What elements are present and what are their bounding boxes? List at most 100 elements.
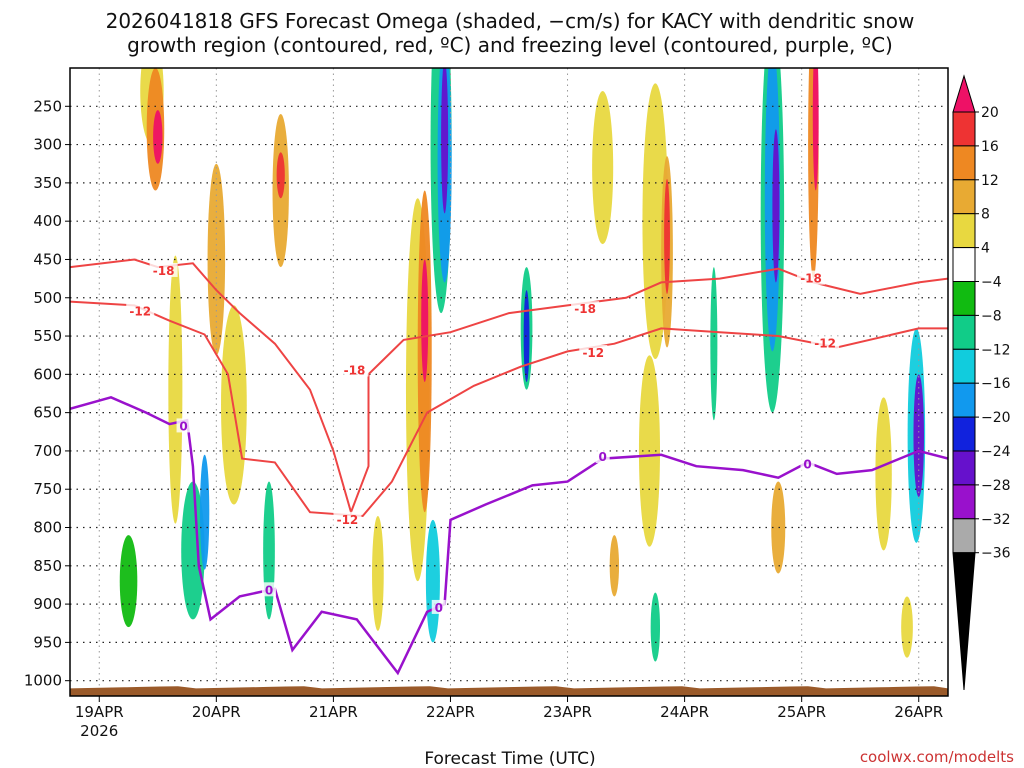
colorbar-segment-1 (952, 111, 976, 147)
red-contour--12 (70, 300, 948, 518)
omega-blob-13 (609, 535, 620, 597)
colorbar-segment-4 (952, 213, 976, 249)
chart-title-line-2: growth region (contoured, red, ºC) and f… (127, 33, 893, 57)
freezing-level-label: 0 (265, 583, 273, 597)
colorbar: 20 16 12 8 4 −4 −8 −12 −16 −20 −24 −28 −32 −36 (952, 74, 1011, 691)
x-tick-label-24APR: 24APR (660, 703, 709, 721)
contour-layer: -18 -18 -18 -18 -12 -12 -12 -12 0 0 0 0 0 (70, 258, 948, 676)
red-contour-label-bg (333, 511, 362, 526)
colorbar-segment-3 (952, 179, 976, 215)
colorbar-label-9: −20 (981, 410, 1011, 426)
colorbar-segment-8 (952, 348, 976, 384)
omega-blob-5 (119, 535, 138, 628)
colorbar-bottom-triangle (952, 552, 976, 691)
freezing-label-bg (800, 456, 815, 471)
red-contour-label: -18 (344, 364, 366, 378)
omega-blob-7 (372, 516, 384, 631)
omega-blob-39 (772, 129, 780, 283)
red-contour-label-bg (579, 344, 608, 359)
y-tick-label-800: 800 (33, 519, 62, 537)
colorbar-label-1: 16 (981, 139, 999, 155)
chart-title-line-1: 2026041818 GFS Forecast Omega (shaded, −… (106, 9, 915, 33)
red-contour-label-bg (797, 270, 826, 285)
freezing-level-contour (70, 395, 948, 676)
freezing-level-label: 0 (803, 458, 811, 472)
y-tick-label-550: 550 (33, 327, 62, 345)
omega-blob-22 (710, 267, 718, 421)
red-contour-label-bg (811, 335, 840, 350)
omega-blob-29 (276, 152, 285, 199)
y-tick-label-500: 500 (33, 289, 62, 307)
colorbar-segment-9 (952, 382, 976, 418)
y-tick-label-1000: 1000 (24, 672, 62, 690)
omega-blob-11 (181, 481, 205, 620)
red-contour-label: -12 (582, 346, 604, 360)
x-tick-year: 2026 (80, 722, 118, 740)
colorbar-segment-11 (952, 450, 976, 486)
omega-blob-10 (901, 596, 913, 658)
red-contour-label: -12 (337, 513, 359, 527)
red-contour-label: -18 (574, 302, 596, 316)
omega-blob-19 (650, 592, 661, 662)
omega-blob-36 (421, 259, 429, 383)
x-tick-label-20APR: 20APR (192, 703, 241, 721)
x-tick-label-23APR: 23APR (543, 703, 592, 721)
colorbar-label-8: −16 (981, 376, 1011, 392)
x-tick-label-19APR: 19APR (75, 703, 124, 721)
omega-shading-layer (119, 68, 926, 662)
plot-frame (69, 67, 949, 697)
red-contour--18 (70, 258, 948, 516)
colorbar-label-0: 20 (981, 105, 999, 121)
red-contour-label: -12 (814, 337, 836, 351)
credit-link[interactable]: coolwx.com/modelts (860, 748, 1014, 766)
grid-layer (70, 68, 948, 696)
omega-blob-28 (664, 179, 670, 294)
colorbar-label-12: −32 (981, 512, 1011, 528)
omega-blob-9 (875, 397, 892, 551)
omega-blob-21 (771, 481, 786, 574)
colorbar-label-10: −24 (981, 444, 1011, 460)
terrain-layer (70, 686, 948, 696)
colorbar-segment-5 (952, 247, 976, 283)
colorbar-segment-6 (952, 281, 976, 316)
y-tick-label-650: 650 (33, 404, 62, 422)
omega-blob-38 (913, 374, 925, 497)
colorbar-segment-10 (952, 416, 976, 452)
colorbar-label-6: −8 (981, 308, 1002, 324)
y-tick-label-250: 250 (33, 97, 62, 115)
omega-blob-30 (199, 454, 210, 570)
y-tick-label-450: 450 (33, 250, 62, 268)
y-tick-label-350: 350 (33, 174, 62, 192)
y-tick-label-400: 400 (33, 212, 62, 230)
colorbar-segment-7 (952, 314, 976, 350)
x-axis-label: Forecast Time (UTC) (424, 749, 595, 768)
freezing-level-label: 0 (179, 419, 187, 433)
omega-blob-33 (153, 110, 163, 164)
x-tick-label-22APR: 22APR (426, 703, 475, 721)
y-tick-label-950: 950 (33, 633, 62, 651)
omega-blob-34 (523, 290, 530, 382)
colorbar-label-4: 4 (981, 241, 990, 257)
omega-blob-8 (592, 90, 614, 245)
red-contour-label: -18 (153, 264, 175, 278)
red-contour-label-bg (340, 362, 369, 377)
omega-blob-26 (425, 519, 440, 643)
red-contour-label-bg (126, 303, 155, 318)
freezing-level-label: 0 (598, 450, 606, 464)
y-tick-label-850: 850 (33, 557, 62, 575)
y-tick-label-750: 750 (33, 480, 62, 498)
omega-blob-12 (263, 481, 275, 620)
omega-blob-35 (812, 68, 819, 191)
omega-blob-3 (168, 255, 183, 524)
red-contour-label-bg (571, 301, 600, 316)
y-tick-label-600: 600 (33, 365, 62, 383)
colorbar-label-5: −4 (981, 275, 1002, 291)
omega-blob-14 (207, 163, 226, 356)
terrain-band (70, 686, 948, 696)
freezing-label-bg (176, 418, 191, 433)
y-tick-label-900: 900 (33, 595, 62, 613)
freezing-label-bg (595, 449, 610, 464)
red-contour-label-bg (149, 262, 178, 277)
